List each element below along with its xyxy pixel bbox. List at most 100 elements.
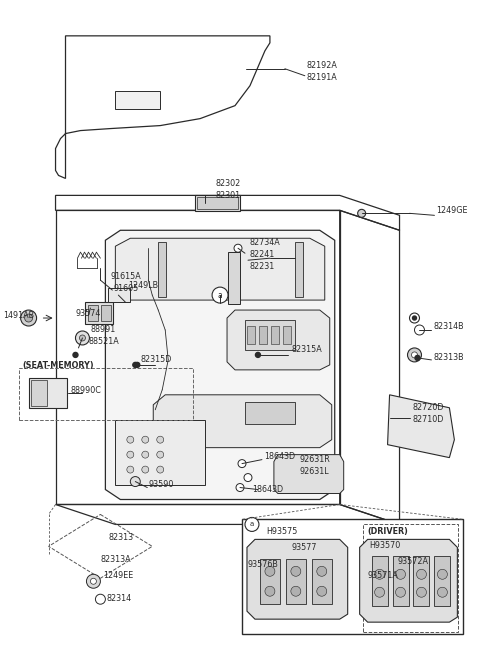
Bar [19,368,193,420]
Circle shape [417,588,426,597]
Circle shape [238,460,246,468]
Text: 82313: 82313 [108,533,133,542]
Bar [115,90,160,109]
Polygon shape [227,310,330,370]
Circle shape [245,517,259,531]
Bar [245,320,295,350]
Text: 82720D: 82720D [412,403,444,412]
Circle shape [291,567,301,576]
Text: 82313A: 82313A [100,555,131,564]
Text: 1491AB: 1491AB [3,310,34,320]
Bar [393,556,408,606]
Circle shape [21,310,36,326]
Text: a: a [218,291,222,299]
Bar [259,326,267,344]
Text: H93575: H93575 [266,527,297,536]
Circle shape [90,578,96,584]
Circle shape [409,313,420,323]
Circle shape [127,451,134,458]
Text: (SEAT-MEMORY): (SEAT-MEMORY) [23,362,94,370]
Circle shape [157,466,164,473]
Circle shape [245,475,251,480]
Bar [312,559,332,604]
Bar [372,556,387,606]
Circle shape [96,594,106,604]
Circle shape [415,356,420,360]
Text: 93574: 93574 [75,309,101,318]
Text: 88991: 88991 [90,326,116,335]
Text: 88521A: 88521A [88,337,119,346]
Bar [413,556,430,606]
Text: H93570: H93570 [370,541,401,550]
Text: 18643D: 18643D [252,485,283,494]
Bar [31,380,47,406]
Text: 82734A: 82734A [250,238,281,247]
Bar [115,420,205,485]
Circle shape [133,362,138,367]
Text: 1249EE: 1249EE [103,571,133,580]
Bar [363,525,458,632]
Circle shape [265,586,275,596]
Bar [434,556,450,606]
Text: 82314B: 82314B [433,322,464,331]
Text: 93590: 93590 [148,480,174,489]
Bar [242,519,463,634]
Circle shape [265,567,275,576]
Circle shape [396,569,406,579]
Circle shape [291,586,301,596]
Text: a: a [250,521,254,527]
Circle shape [80,335,85,341]
Bar [247,326,255,344]
Text: 82241: 82241 [250,250,275,259]
Bar [158,242,166,297]
Bar [245,402,295,424]
Bar [88,305,98,321]
Bar [295,242,303,297]
Text: 93572A: 93572A [397,557,429,566]
Circle shape [358,210,366,217]
Bar [260,559,280,604]
Text: 91605: 91605 [113,284,139,293]
Text: 91615A: 91615A [110,272,141,280]
Circle shape [142,466,149,473]
Circle shape [236,483,244,491]
Text: 82315D: 82315D [140,356,172,364]
Circle shape [412,316,417,320]
Circle shape [157,436,164,443]
Circle shape [86,574,100,588]
Text: 82313B: 82313B [433,354,464,362]
Circle shape [244,474,252,481]
Text: 82191A: 82191A [307,73,337,83]
Text: 93576B: 93576B [248,560,279,569]
Bar [271,326,279,344]
Polygon shape [360,539,457,622]
Bar [195,195,240,212]
Bar [286,559,306,604]
Bar [101,305,111,321]
Circle shape [127,466,134,473]
Text: (DRIVER): (DRIVER) [368,527,408,536]
Circle shape [415,325,424,335]
Circle shape [317,586,327,596]
Circle shape [130,477,140,487]
Text: 88990C: 88990C [71,386,101,396]
Text: 18643D: 18643D [264,452,295,461]
Circle shape [396,588,406,597]
Circle shape [75,331,89,345]
Polygon shape [106,231,335,500]
Text: 82314: 82314 [107,593,132,603]
Text: 93577: 93577 [292,543,317,552]
Text: 82301: 82301 [215,191,240,200]
Circle shape [142,451,149,458]
Circle shape [234,244,242,252]
Bar [108,288,130,302]
Circle shape [73,352,78,358]
Text: 82192A: 82192A [307,62,338,70]
Text: 1249LB: 1249LB [128,280,158,290]
Circle shape [212,287,228,303]
Bar [228,252,240,304]
Circle shape [374,569,384,579]
Circle shape [437,588,447,597]
Polygon shape [274,455,344,493]
Text: 82302: 82302 [215,179,240,188]
